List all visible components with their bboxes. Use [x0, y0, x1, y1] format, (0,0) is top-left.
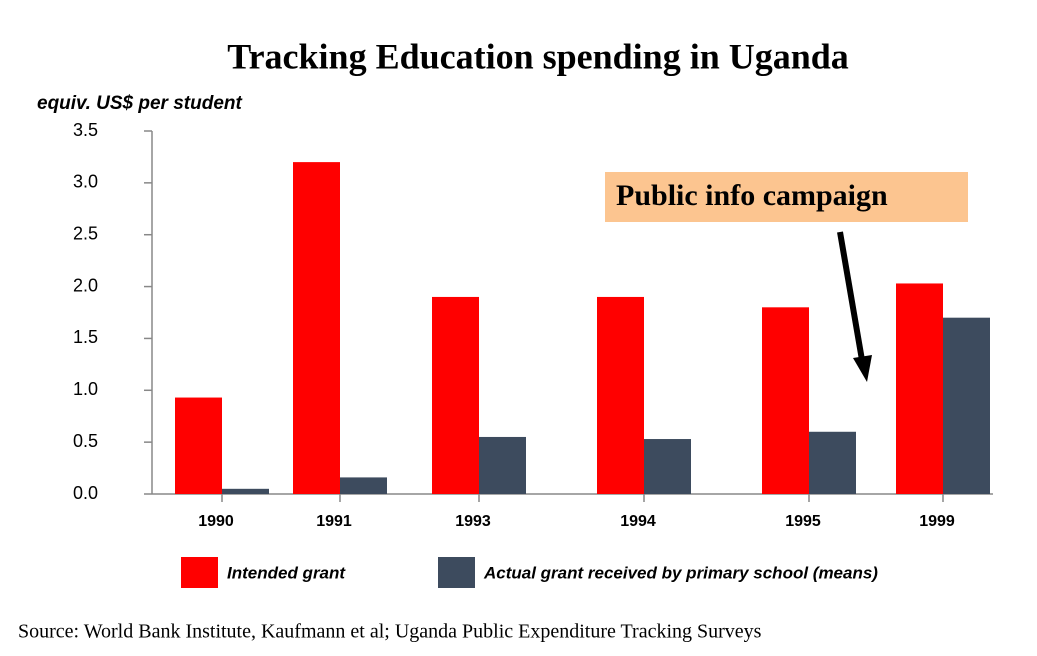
y-tick-label: 1.0 — [73, 379, 98, 399]
annotation-arrowhead — [853, 355, 872, 382]
legend-label: Intended grant — [227, 563, 346, 582]
y-tick-label: 0.0 — [73, 483, 98, 503]
legend-label: Actual grant received by primary school … — [483, 563, 878, 582]
chart-title: Tracking Education spending in Uganda — [227, 36, 849, 76]
legend-swatch — [181, 557, 218, 588]
bar — [597, 296, 644, 494]
bar — [479, 436, 526, 494]
bar — [222, 488, 269, 494]
x-tick-label: 1993 — [455, 513, 491, 530]
bar — [943, 317, 990, 494]
annotation-box — [605, 172, 968, 222]
bar — [896, 283, 943, 494]
x-tick-label: 1990 — [198, 513, 234, 530]
y-tick-label: 3.0 — [73, 172, 98, 192]
bar — [175, 397, 222, 494]
y-tick-label: 2.0 — [73, 275, 98, 295]
y-tick-label: 2.5 — [73, 223, 98, 243]
x-tick-label: 1999 — [919, 513, 955, 530]
y-tick-label: 3.5 — [73, 120, 98, 140]
bar — [644, 439, 691, 494]
y-tick-label: 1.5 — [73, 327, 98, 347]
legend-swatch — [438, 557, 475, 588]
bar — [293, 162, 340, 494]
annotation: Public info campaign — [616, 179, 888, 212]
bar — [762, 307, 809, 494]
source: Source: World Bank Institute, Kaufmann e… — [18, 621, 762, 643]
x-tick-label: 1995 — [785, 513, 821, 530]
bar — [809, 431, 856, 494]
y-axis-label: equiv. US$ per student — [37, 93, 242, 114]
x-tick-label: 1991 — [316, 513, 352, 530]
annotation-arrow — [837, 231, 865, 361]
bar — [432, 296, 479, 494]
bar — [340, 477, 387, 494]
y-tick-label: 0.5 — [73, 431, 98, 451]
x-tick-label: 1994 — [620, 513, 656, 530]
